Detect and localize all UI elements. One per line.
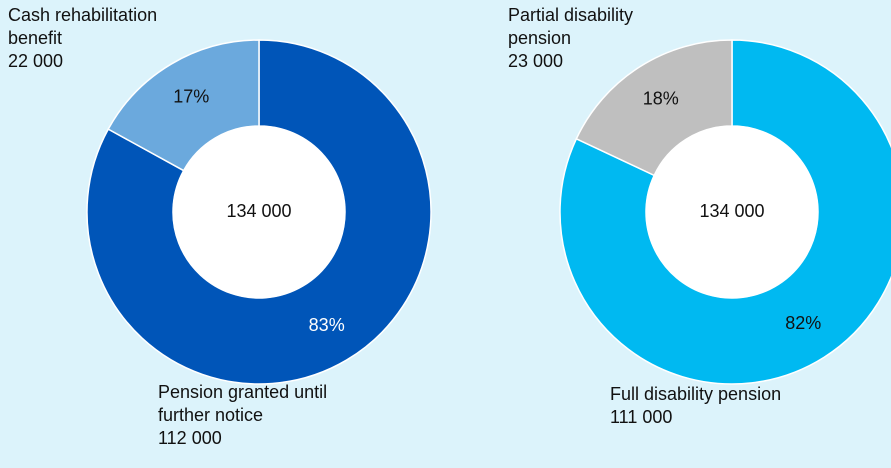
value-label: 18% [643,88,679,108]
category-name: Cash rehabilitation benefit [8,5,158,48]
count-label: 23 000 [508,51,564,71]
category-name: Partial disability pension [508,5,634,48]
value-label: 83% [309,315,345,335]
count-label: 112 000 [158,428,222,448]
count-label: 22 000 [8,51,64,71]
value-label: 82% [785,313,821,333]
category-label: Full disability pension 111 000 [610,383,880,429]
count-label: 111 000 [610,407,673,427]
category-label: Cash rehabilitation benefit 22 000 [8,4,186,73]
category-label: Partial disability pension 23 000 [508,4,668,73]
total-label: 134 000 [226,201,291,221]
value-label: 17% [173,86,209,106]
category-label: Pension granted until further notice 112 … [158,381,336,450]
donut-hole [172,125,346,299]
category-name: Pension granted until further notice [158,382,328,425]
total-label: 134 000 [699,201,764,221]
category-name: Full disability pension [610,384,782,404]
donut-hole [645,125,819,299]
